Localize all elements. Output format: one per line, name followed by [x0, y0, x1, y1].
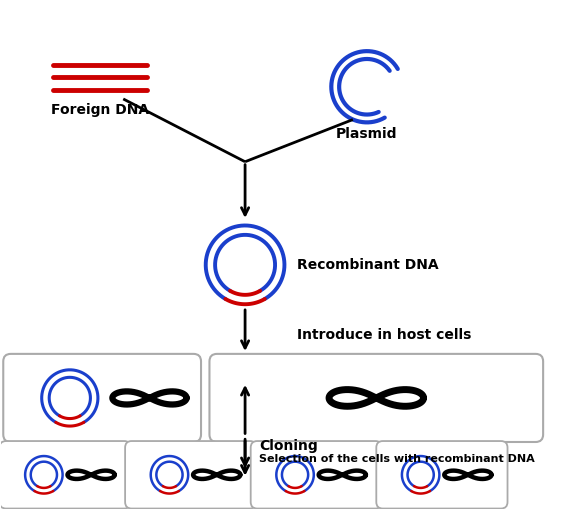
FancyBboxPatch shape: [376, 441, 508, 509]
Text: Introduce in host cells: Introduce in host cells: [296, 328, 471, 342]
FancyBboxPatch shape: [210, 354, 543, 442]
Text: Plasmid: Plasmid: [336, 127, 397, 141]
FancyBboxPatch shape: [4, 354, 201, 442]
Text: Recombinant DNA: Recombinant DNA: [296, 258, 438, 272]
Text: Foreign DNA: Foreign DNA: [50, 103, 149, 117]
Text: Selection of the cells with recombinant DNA: Selection of the cells with recombinant …: [259, 454, 535, 464]
FancyBboxPatch shape: [0, 441, 131, 509]
FancyBboxPatch shape: [251, 441, 382, 509]
Text: Cloning: Cloning: [259, 439, 318, 453]
FancyBboxPatch shape: [125, 441, 257, 509]
